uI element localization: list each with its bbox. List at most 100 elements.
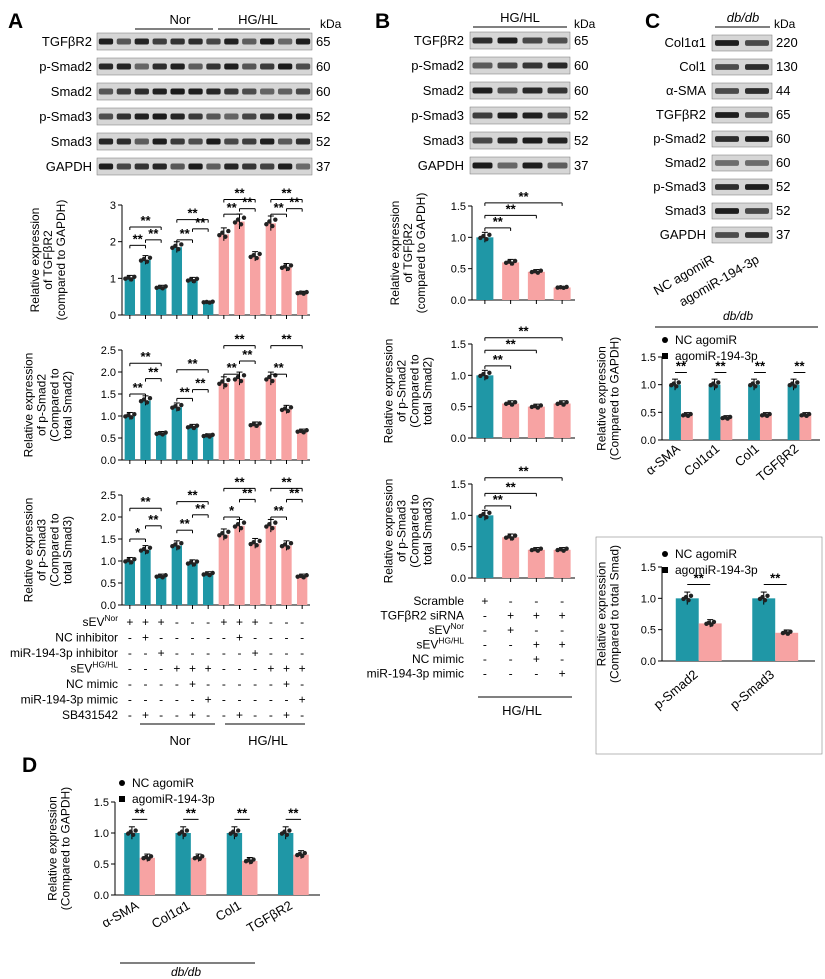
data-point — [674, 384, 679, 389]
y-axis-label: Relative expression — [382, 479, 396, 584]
treatment-mark: + — [533, 652, 540, 666]
data-point — [267, 219, 272, 224]
blot-band — [547, 87, 568, 94]
x-tick-label: TGFβR2 — [753, 441, 801, 485]
treatment-mark: - — [175, 708, 179, 722]
blot-row-label: p-Smad3 — [39, 109, 92, 124]
data-point — [147, 255, 153, 260]
treatment-mark: + — [142, 631, 149, 645]
data-point — [184, 828, 190, 833]
data-point — [133, 828, 138, 833]
data-point — [760, 594, 765, 600]
bar — [296, 576, 308, 605]
data-point — [163, 430, 168, 435]
sig-label: ** — [694, 571, 705, 586]
treatment-mark: - — [269, 631, 273, 645]
panel-frame — [595, 536, 823, 755]
bar — [187, 427, 198, 460]
bar — [476, 515, 494, 578]
blot-band — [116, 138, 132, 145]
data-point — [179, 541, 184, 546]
treatment-mark: - — [483, 623, 487, 637]
data-point — [300, 853, 305, 859]
data-point — [233, 832, 238, 838]
sig-label: ** — [195, 376, 206, 391]
blot-band — [242, 63, 257, 70]
blot-band — [206, 113, 221, 120]
bar — [249, 543, 261, 605]
legend-label: agomiR-194-3p — [675, 349, 758, 363]
data-point — [238, 222, 244, 227]
blot-band — [745, 232, 769, 238]
y-tick-label: 1.5 — [451, 201, 466, 213]
blot-strip — [96, 107, 313, 126]
blot-band — [152, 138, 167, 145]
data-point — [217, 232, 222, 238]
sig-label: ** — [506, 336, 517, 351]
x-tick-label: p-Smad3 — [727, 667, 777, 712]
blot-kda: 52 — [316, 109, 330, 124]
treatment-mark: - — [534, 623, 538, 637]
treatment-mark: + — [559, 638, 566, 652]
data-point — [226, 529, 231, 534]
data-point — [132, 274, 137, 280]
sig-label: ** — [234, 332, 245, 347]
treatment-row-label: NC inhibitor — [55, 631, 118, 645]
data-point — [144, 259, 150, 264]
blot-strip — [711, 178, 773, 196]
blot-strip — [711, 202, 773, 220]
data-point — [220, 230, 225, 235]
blot-row-label: p-Smad3 — [653, 179, 706, 194]
data-point — [285, 266, 291, 271]
blot-row-label: p-Smad2 — [411, 58, 464, 73]
blot-lane-label: agomiR-194-3p — [676, 252, 761, 310]
blot-strip — [469, 56, 571, 75]
data-point — [273, 520, 278, 525]
bar — [124, 416, 136, 460]
blot-group-label: HG/HL — [500, 10, 540, 25]
y-tick-label: 0.0 — [451, 295, 466, 307]
treatment-mark: - — [483, 638, 487, 652]
blot-row-label: Smad2 — [51, 84, 92, 99]
data-point — [129, 277, 134, 282]
y-axis-label: total Smad3) — [61, 516, 75, 584]
blot-band — [134, 63, 149, 70]
y-tick-label: 1.0 — [451, 232, 466, 244]
data-point — [264, 377, 269, 382]
data-point — [564, 546, 569, 551]
treatment-row-label: miR-194-3p mimic — [21, 693, 118, 707]
blot-band — [497, 137, 518, 144]
data-point — [220, 379, 225, 384]
y-tick-label: 2.0 — [101, 367, 116, 379]
bar — [202, 302, 214, 315]
bar — [527, 406, 545, 438]
y-axis-label: total Smad3) — [421, 497, 435, 565]
blot-kda: 52 — [776, 179, 790, 194]
treatment-mark: - — [206, 631, 210, 645]
blot-band — [188, 138, 203, 145]
data-point — [304, 573, 309, 578]
blot-row-label: GAPDH — [418, 158, 464, 173]
bar — [226, 833, 243, 895]
y-tick-label: 1.0 — [94, 828, 109, 840]
data-point — [173, 542, 178, 547]
data-point — [235, 522, 241, 527]
legend-label: agomiR-194-3p — [132, 792, 215, 806]
treatment-mark: - — [269, 646, 273, 660]
treatment-mark: + — [533, 638, 540, 652]
data-point — [232, 377, 238, 382]
legend-marker — [119, 796, 125, 802]
treatment-mark: + — [236, 615, 243, 629]
blot-strip — [469, 106, 571, 125]
treatment-mark: - — [238, 646, 242, 660]
legend-label: NC agomiR — [132, 776, 194, 790]
panel-label: A — [8, 10, 23, 33]
treatment-row-label: sEVNor — [82, 613, 118, 629]
sig-label: ** — [289, 485, 300, 500]
blot-strip — [711, 58, 773, 76]
treatment-mark: + — [189, 677, 196, 691]
data-point — [282, 264, 288, 269]
treatment-mark: - — [222, 646, 226, 660]
sig-label: ** — [755, 358, 766, 373]
